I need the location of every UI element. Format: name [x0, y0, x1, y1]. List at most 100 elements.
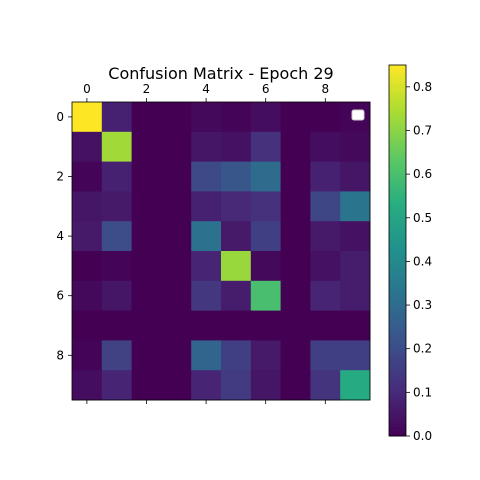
heatmap-cell-1-1 — [101, 131, 132, 162]
colorbar-segment — [389, 89, 406, 94]
colorbar-segment — [389, 244, 406, 248]
x-tick-label-4: 4 — [202, 82, 210, 96]
heatmap-cell-6-9 — [340, 280, 371, 311]
colorbar-segment — [389, 114, 406, 119]
colorbar-segment — [389, 269, 406, 273]
colorbar-segment — [389, 136, 406, 140]
heatmap-cell-5-0 — [72, 251, 103, 282]
heatmap-cell-1-7 — [280, 131, 311, 162]
colorbar-segment — [389, 315, 406, 320]
colorbar-segment — [389, 151, 406, 156]
colorbar-segment — [389, 163, 406, 168]
colorbar-tick-label-0.5: 0.5 — [413, 211, 432, 225]
colorbar-segment — [389, 337, 406, 341]
colorbar-segment — [389, 99, 406, 103]
heatmap-cell-0-3 — [161, 102, 192, 133]
colorbar-segment — [389, 154, 406, 159]
colorbar-segment — [389, 120, 406, 125]
colorbar-tick-label-0.1: 0.1 — [413, 385, 432, 399]
colorbar-segment — [389, 157, 406, 162]
heatmap-cell-9-9 — [340, 370, 371, 401]
heatmap-cell-8-2 — [131, 340, 162, 371]
colorbar-segment — [389, 420, 406, 425]
heatmap-cell-6-4 — [191, 280, 222, 311]
colorbar-segment — [389, 247, 406, 251]
heatmap-frame — [71, 101, 371, 401]
colorbar-segment — [389, 219, 406, 224]
colorbar-tick-label-0.8: 0.8 — [413, 80, 432, 94]
colorbar-segment — [389, 194, 406, 199]
heatmap-cell-5-1 — [101, 251, 132, 282]
heatmap-cell-9-0 — [72, 370, 103, 401]
colorbar-segment — [389, 207, 406, 211]
heatmap-cell-9-5 — [221, 370, 252, 401]
heatmap-cell-6-2 — [131, 280, 162, 311]
heatmap-cell-0-8 — [310, 102, 341, 133]
heatmap-cell-9-3 — [161, 370, 192, 401]
heatmap-cell-2-9 — [340, 161, 371, 192]
heatmap-cell-7-4 — [191, 310, 222, 341]
colorbar-segment — [389, 259, 406, 264]
colorbar-segment — [389, 367, 406, 372]
colorbar-segment — [389, 231, 406, 236]
colorbar-segment — [389, 358, 406, 363]
colorbar-segment — [389, 170, 406, 174]
heatmap-cell-7-5 — [221, 310, 252, 341]
colorbar-segment — [389, 361, 406, 366]
x-tick-label-2: 2 — [143, 82, 151, 96]
colorbar-segment — [389, 290, 406, 295]
colorbar-segment — [389, 364, 406, 369]
heatmap-cell-8-0 — [72, 340, 103, 371]
colorbar-tick-label-0.7: 0.7 — [413, 123, 432, 137]
heatmap-cell-9-8 — [310, 370, 341, 401]
heatmap-cell-2-1 — [101, 161, 132, 192]
y-tick-label-6: 6 — [56, 289, 64, 303]
colorbar-segment — [389, 392, 406, 397]
colorbar-segment — [389, 133, 406, 137]
heatmap-cell-4-1 — [101, 221, 132, 252]
colorbar-segment — [389, 182, 406, 187]
colorbar-segment — [389, 191, 406, 196]
heatmap-cells — [72, 102, 371, 401]
colorbar-segment — [389, 377, 406, 381]
heatmap-cell-4-2 — [131, 221, 162, 252]
colorbar-segment — [389, 309, 406, 313]
heatmap-cell-2-3 — [161, 161, 192, 192]
colorbar-segment — [389, 129, 406, 134]
heatmap-cell-8-3 — [161, 340, 192, 371]
heatmap-cell-7-6 — [250, 310, 281, 341]
colorbar-segment — [389, 389, 406, 394]
heatmap-cell-2-5 — [221, 161, 252, 192]
colorbar-segment — [389, 95, 406, 100]
colorbar-segment — [389, 296, 406, 301]
colorbar-segment — [389, 235, 406, 239]
heatmap-cell-0-1 — [101, 102, 132, 133]
colorbar-segment — [389, 210, 406, 214]
colorbar-segment — [389, 228, 406, 233]
colorbar-frame — [388, 64, 407, 437]
heatmap-cell-3-4 — [191, 191, 222, 222]
colorbar-segment — [389, 222, 406, 227]
heatmap-cell-6-5 — [221, 280, 252, 311]
heatmap-cell-5-2 — [131, 251, 162, 282]
colorbar-segment — [389, 293, 406, 298]
colorbar-segment — [389, 176, 406, 180]
colorbar-segment — [389, 83, 406, 88]
colorbar-segment — [389, 408, 406, 412]
legend-box — [351, 109, 365, 121]
heatmap-cell-1-2 — [131, 131, 162, 162]
colorbar-segment — [389, 185, 406, 190]
heatmap-cell-5-6 — [250, 251, 281, 282]
colorbar-segment — [389, 432, 406, 437]
colorbar-segment — [389, 303, 406, 307]
colorbar-segment — [389, 330, 406, 335]
colorbar-segment — [389, 65, 406, 69]
heatmap-cell-1-4 — [191, 131, 222, 162]
heatmap-cell-0-0 — [72, 102, 103, 133]
colorbar-segment — [389, 167, 406, 171]
heatmap-cell-5-5 — [221, 251, 252, 282]
heatmap-cell-6-0 — [72, 280, 103, 311]
heatmap-cell-1-0 — [72, 131, 103, 162]
y-tick-label-0: 0 — [56, 110, 64, 124]
colorbar-segment — [389, 429, 406, 434]
